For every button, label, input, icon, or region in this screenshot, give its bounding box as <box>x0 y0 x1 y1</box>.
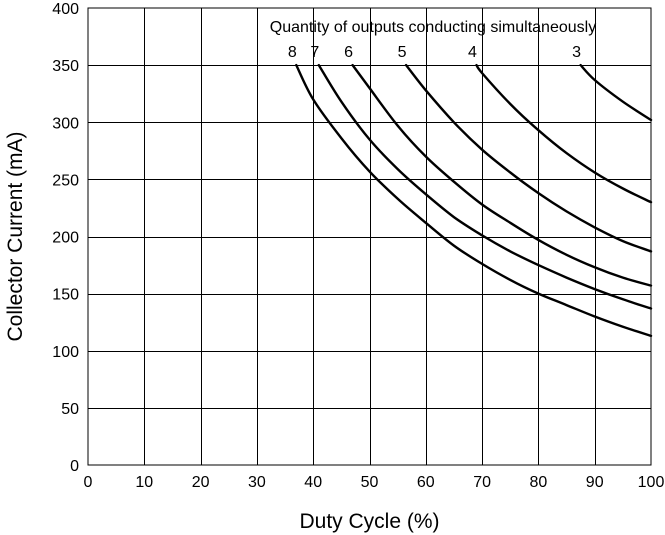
y-tick-label: 150 <box>52 287 79 304</box>
x-tick-label: 80 <box>530 474 548 491</box>
series-label-8: 8 <box>288 44 297 61</box>
series-line-4 <box>475 63 653 204</box>
x-tick-label: 20 <box>192 474 210 491</box>
series-line-8 <box>295 63 653 338</box>
y-tick-label: 250 <box>52 172 79 189</box>
series-line-3 <box>579 63 653 122</box>
x-axis-label: Duty Cycle (%) <box>299 510 439 533</box>
y-tick-label: 300 <box>52 115 79 132</box>
x-tick-label: 40 <box>304 474 322 491</box>
y-axis-label: Collector Current (mA) <box>4 131 27 341</box>
y-tick-label: 0 <box>70 458 79 475</box>
x-tick-label: 60 <box>417 474 435 491</box>
series-curves <box>295 63 653 338</box>
grid-lines <box>88 8 651 465</box>
series-line-6 <box>351 63 653 287</box>
x-tick-label: 90 <box>586 474 604 491</box>
series-label-3: 3 <box>572 44 581 61</box>
series-line-5 <box>404 63 653 253</box>
y-tick-label: 100 <box>52 344 79 361</box>
x-tick-label: 50 <box>361 474 379 491</box>
series-label-5: 5 <box>398 44 407 61</box>
x-tick-label: 70 <box>473 474 491 491</box>
x-tick-label: 0 <box>84 474 93 491</box>
y-tick-label: 200 <box>52 230 79 247</box>
series-label-7: 7 <box>310 44 319 61</box>
annotation-text: Quantity of outputs conducting simultane… <box>270 19 596 36</box>
series-label-6: 6 <box>344 44 353 61</box>
series-line-7 <box>317 63 653 310</box>
y-tick-label: 400 <box>52 1 79 18</box>
y-tick-label: 350 <box>52 58 79 75</box>
plot-frame <box>87 7 652 466</box>
x-tick-label: 10 <box>135 474 153 491</box>
x-tick-label: 30 <box>248 474 266 491</box>
x-tick-label: 100 <box>638 474 665 491</box>
y-tick-label: 50 <box>61 401 79 418</box>
series-label-4: 4 <box>468 44 477 61</box>
tick-labels: 0 10 20 30 40 50 60 70 80 90 100 0 50 100 150 200 250 300… <box>52 1 664 491</box>
